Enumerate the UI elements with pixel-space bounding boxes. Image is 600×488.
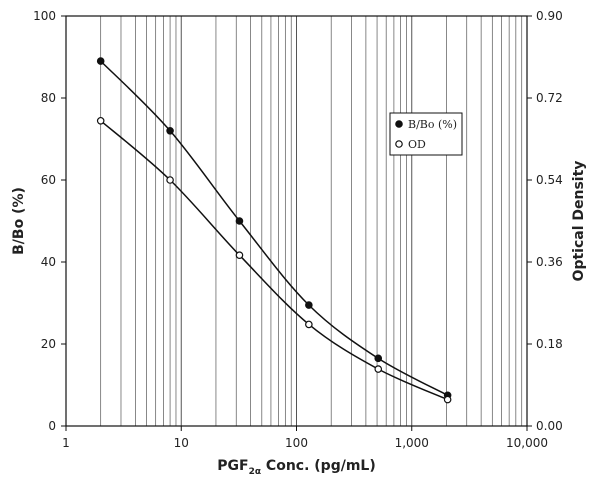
series-line-od: [100, 120, 448, 401]
series-line-bbo: [100, 60, 448, 396]
point-od: [305, 320, 313, 329]
point-bbo: [305, 301, 313, 309]
point-bbo: [374, 354, 383, 363]
legend: B/Bo (%) OD: [389, 112, 463, 156]
x-axis-title-suffix: Conc. (pg/mL): [261, 458, 376, 474]
legend-label: OD: [408, 138, 426, 151]
y-tick-label: 100: [33, 9, 56, 23]
y2-tick-label: 0.90: [536, 9, 563, 23]
point-od: [166, 176, 174, 184]
y2-axis-title: Optical Density: [571, 161, 587, 282]
x-tick-label: 10: [174, 436, 189, 450]
x-tick-label: 100: [285, 436, 308, 450]
point-od: [235, 251, 244, 259]
point-od: [443, 395, 452, 404]
x-axis-title-subscript: 2α: [249, 467, 261, 477]
x-tick-label: 1: [62, 436, 70, 450]
point-bbo: [235, 217, 244, 225]
y2-tick-label: 0.54: [536, 173, 563, 187]
legend-marker: [395, 140, 403, 148]
x-tick-label: 1,000: [395, 436, 429, 450]
y-tick-label: 60: [41, 173, 56, 187]
point-od: [374, 365, 383, 373]
y-tick-label: 20: [41, 337, 56, 351]
legend-marker: [395, 120, 403, 128]
legend-box: [389, 112, 463, 156]
y2-tick-label: 0.36: [536, 255, 563, 269]
point-od: [96, 116, 105, 125]
series-points: [96, 57, 452, 404]
y-tick-label: 80: [41, 91, 56, 105]
y2-tick-label: 0.00: [536, 419, 563, 433]
y2-tick-label: 0.72: [536, 91, 563, 105]
point-bbo: [166, 127, 174, 135]
x-axis-title-prefix: PGF: [217, 458, 248, 474]
legend-label: B/Bo (%): [408, 118, 457, 131]
point-bbo: [96, 57, 105, 65]
y-axis-title: B/Bo (%): [11, 187, 27, 255]
y2-tick-label: 0.18: [536, 337, 563, 351]
axis-ticks: 1 10 100 1,000 10,000 0 20 40 60 80 100 0.00 0.18 0.3…: [33, 9, 563, 450]
x-tick-label: 10,000: [506, 436, 548, 450]
grid-lines: [100, 16, 523, 426]
x-axis-title: PGF2α Conc. (pg/mL): [217, 458, 375, 477]
series-lines: [100, 60, 448, 401]
y-tick-label: 40: [41, 255, 56, 269]
y-tick-label: 0: [48, 419, 56, 433]
